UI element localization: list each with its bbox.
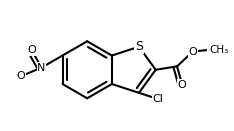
- Text: O: O: [178, 80, 186, 90]
- Text: O: O: [17, 71, 25, 81]
- Text: S: S: [135, 40, 143, 53]
- Text: O: O: [27, 45, 36, 55]
- Text: CH₃: CH₃: [210, 45, 229, 55]
- Text: O: O: [188, 47, 197, 57]
- Text: Cl: Cl: [153, 94, 163, 104]
- Text: N: N: [37, 63, 46, 73]
